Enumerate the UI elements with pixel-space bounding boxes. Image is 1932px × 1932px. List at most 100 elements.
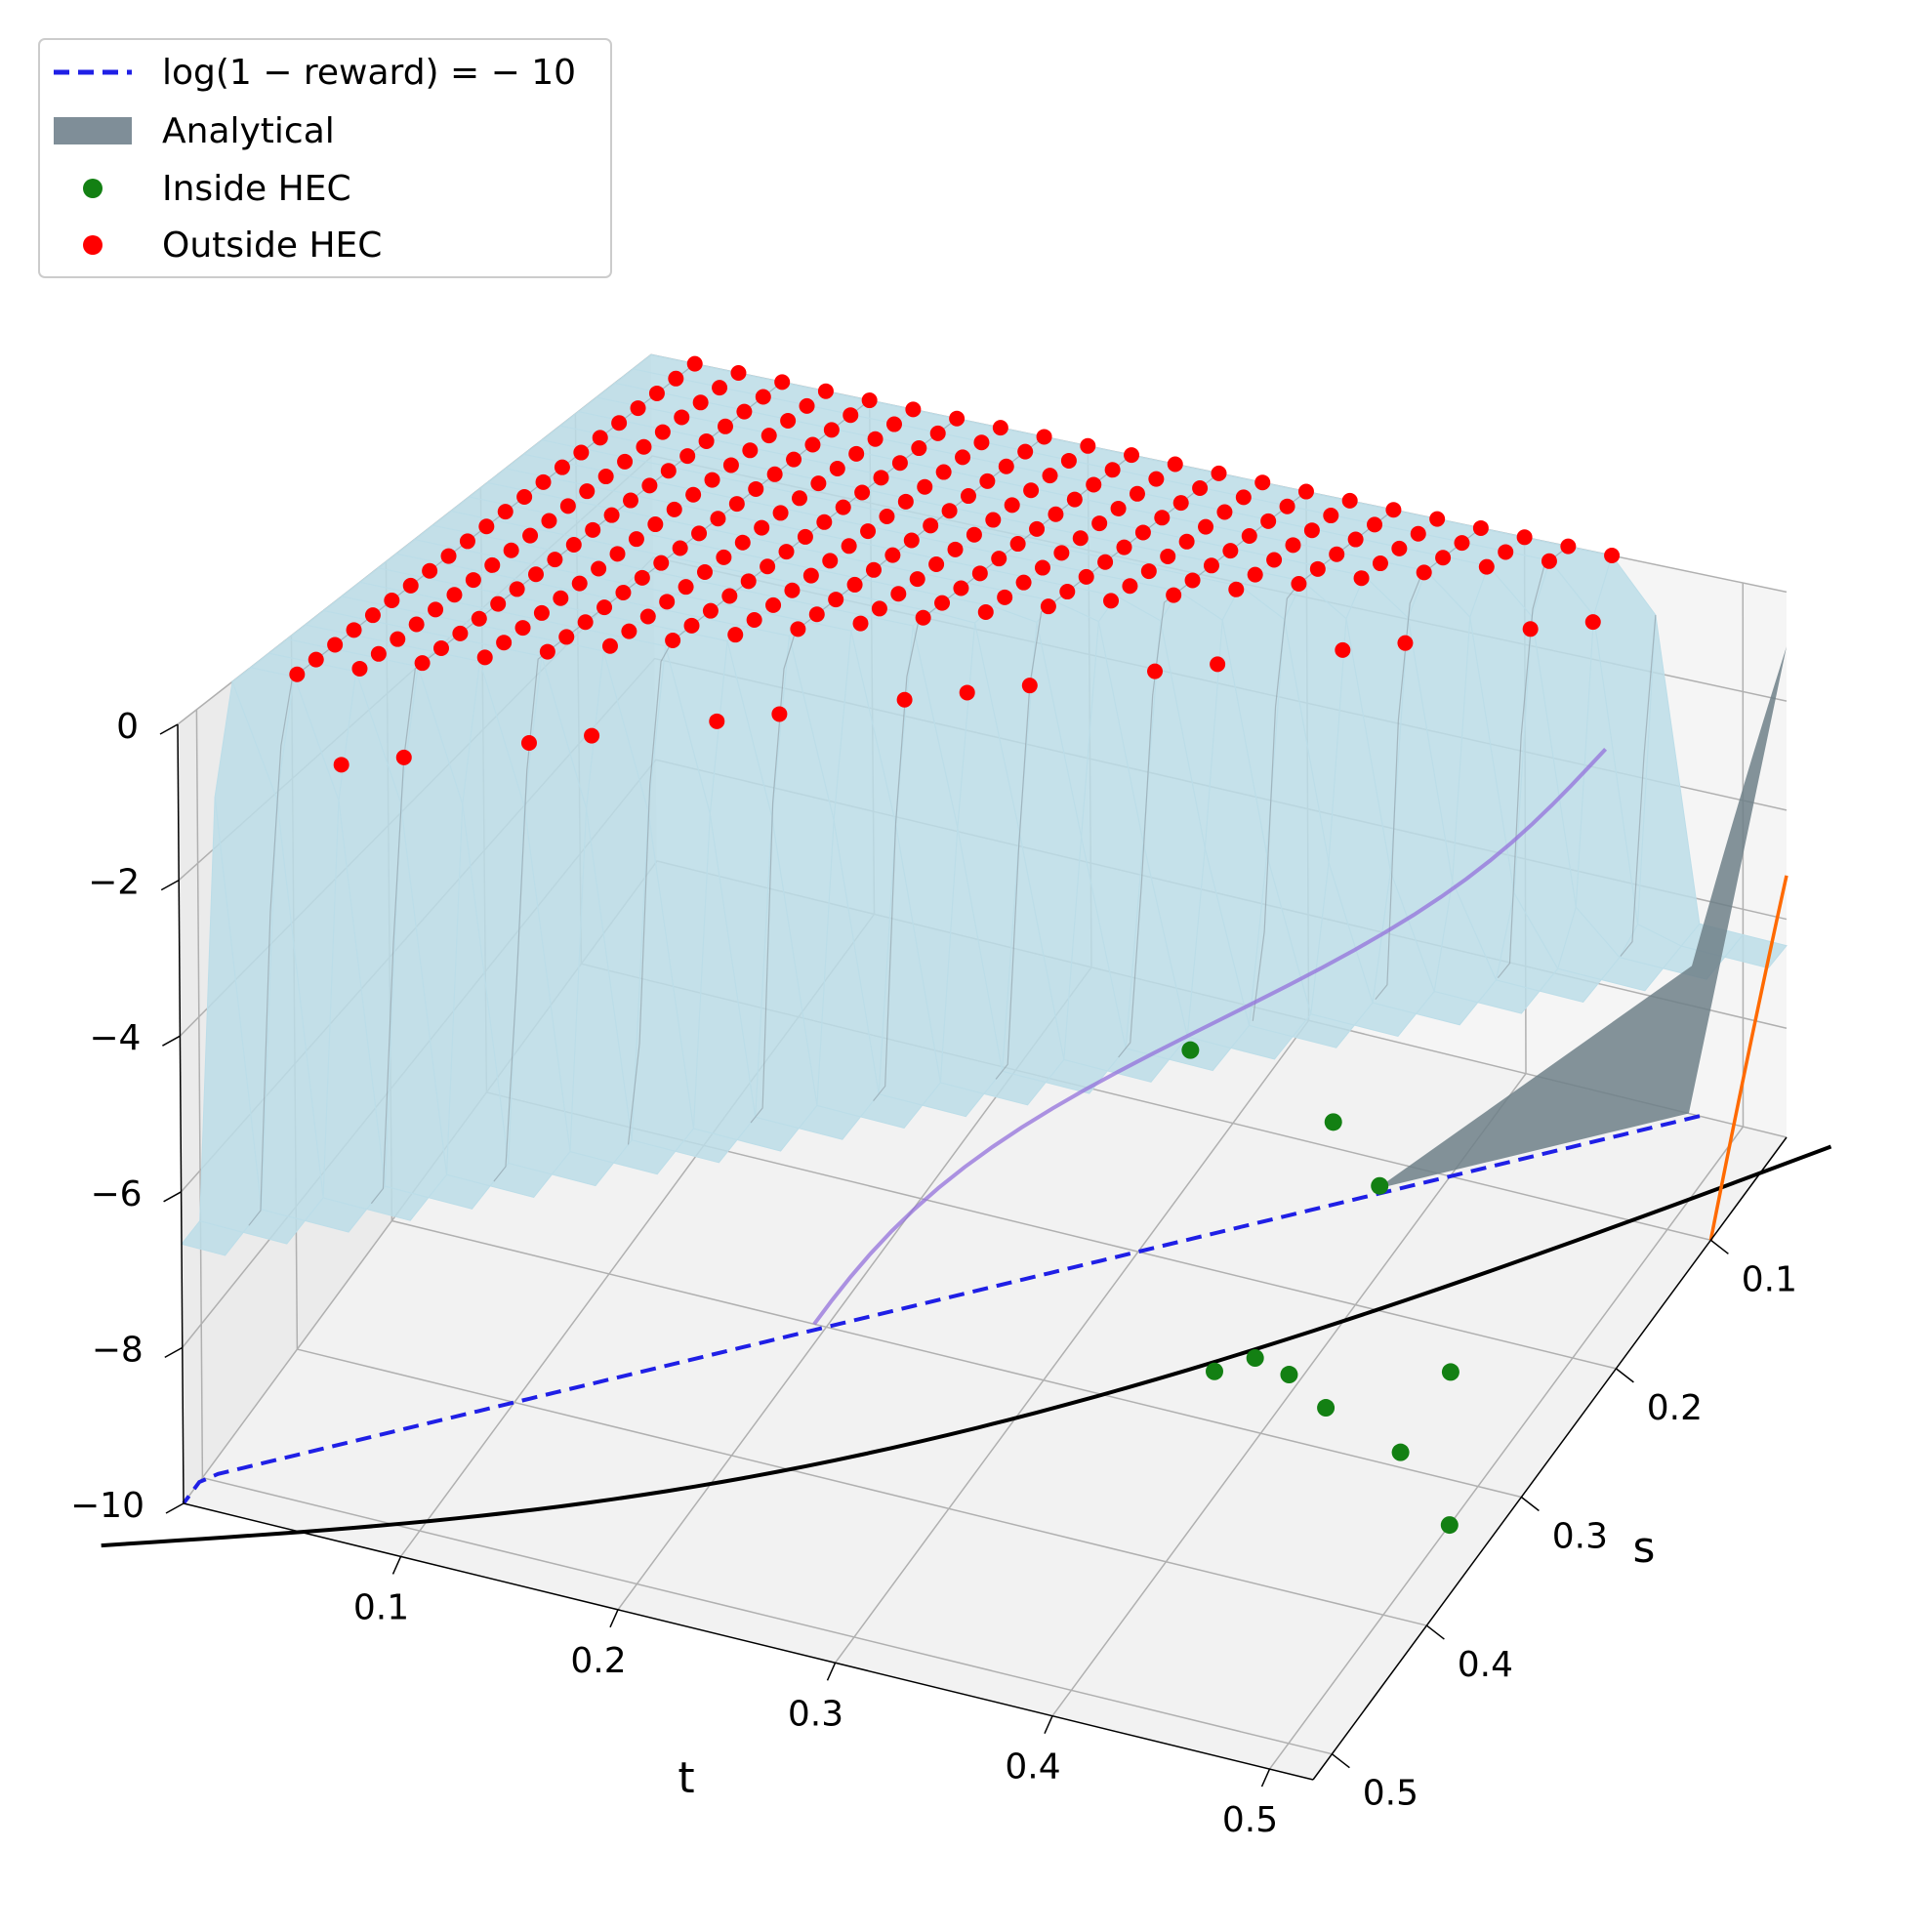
legend-label-analytical: Analytical (162, 111, 335, 151)
outside-hec-point (1391, 540, 1408, 556)
outside-hec-point (778, 544, 795, 560)
outside-hec-point (539, 643, 555, 660)
outside-hec-point (710, 511, 726, 527)
outside-hec-point (960, 488, 976, 505)
outside-hec-point (497, 504, 514, 520)
outside-hec-point (370, 645, 387, 662)
outside-hec-point (647, 516, 664, 533)
outside-hec-point (1367, 516, 1383, 533)
outside-hec-point (991, 551, 1007, 567)
outside-hec-point (808, 606, 825, 623)
outside-hec-point (597, 469, 614, 485)
outside-hec-point (1104, 462, 1121, 478)
outside-hec-point (1034, 559, 1050, 576)
surface-facet (1600, 957, 1665, 992)
s-tick-label: 0.4 (1458, 1645, 1513, 1685)
boundary-curves (101, 748, 1832, 1548)
outside-hec-point (1147, 663, 1164, 679)
inside-hec-point (1246, 1349, 1264, 1368)
outside-hec-point (641, 477, 658, 494)
analytical-surface (1377, 646, 1787, 1189)
surface-facet (1476, 979, 1541, 1014)
outside-hec-point (603, 507, 620, 523)
outside-hec-point (1584, 614, 1601, 631)
t-tick-label: 0.5 (1222, 1800, 1278, 1840)
outside-hec-point (1134, 524, 1151, 541)
outside-hec-point (1122, 578, 1138, 595)
legend-box (38, 38, 612, 278)
outside-hec-point (660, 463, 677, 479)
x-axis-title: t (678, 1753, 694, 1803)
outside-hec-point (514, 620, 531, 637)
outside-hec-point (929, 425, 946, 441)
outside-hec-point (527, 566, 544, 583)
outside-hec-point (746, 612, 762, 629)
s-tick (1615, 1368, 1634, 1383)
outside-hec-point (685, 486, 702, 503)
outside-hec-point (1297, 483, 1314, 500)
s-tick-label: 0.1 (1742, 1259, 1797, 1299)
outside-hec-point (1260, 513, 1277, 529)
purple-curve (812, 748, 1608, 1326)
outside-hec-point (1036, 429, 1052, 445)
outside-hec-point (917, 478, 933, 495)
t-axis-line (183, 1502, 1314, 1781)
outside-hec-point (1091, 515, 1108, 532)
outside-hec-point (1116, 539, 1132, 555)
outside-hec-point (668, 370, 684, 387)
outside-hec-point (760, 558, 776, 575)
outside-hec-point (384, 593, 400, 609)
outside-hec-point (622, 492, 638, 509)
outside-hec-point (1397, 635, 1414, 651)
outside-hec-point (998, 458, 1014, 474)
outside-hec-point (799, 397, 815, 414)
outside-hec-point (520, 734, 537, 751)
z-tick-label: −10 (70, 1486, 144, 1526)
outside-hec-point (440, 548, 457, 564)
inside-hec-point (1317, 1399, 1336, 1418)
s-tick (1709, 1239, 1729, 1254)
outside-hec-point (553, 590, 569, 606)
outside-hec-point (579, 483, 596, 500)
outside-hec-point (1285, 537, 1301, 554)
analytical-facet (1377, 646, 1787, 1189)
outside-hec-point (897, 493, 914, 510)
outside-hec-point (327, 637, 344, 653)
surface-facet (181, 1220, 245, 1256)
outside-hec-point (1015, 574, 1032, 591)
outside-hec-point (1329, 546, 1345, 562)
surface-facet (612, 1139, 677, 1175)
outside-hec-point (1148, 471, 1165, 487)
outside-hec-point (890, 586, 907, 602)
outside-hec-point (1429, 511, 1446, 527)
z-tick-label: 0 (116, 707, 139, 747)
z-tick (163, 1191, 182, 1203)
outside-hec-point (571, 575, 588, 592)
outside-hec-point (1341, 492, 1358, 509)
outside-hec-point (665, 632, 681, 648)
outside-hec-point (702, 602, 719, 619)
outside-hec-point (709, 713, 725, 729)
outside-hec-point (774, 374, 791, 391)
outside-hec-point (823, 422, 840, 438)
outside-hec-point (351, 660, 368, 677)
legend-label-contour: log(1 − reward) = − 10 (162, 53, 576, 93)
outside-hec-point (1372, 555, 1388, 572)
z-tick (164, 1346, 184, 1359)
outside-hec-point (686, 355, 703, 372)
outside-hec-point (1435, 550, 1452, 566)
outside-hec-point (696, 564, 713, 581)
z-tick (160, 879, 180, 891)
outside-hec-point (698, 432, 715, 449)
outside-hec-point (1097, 554, 1114, 570)
outside-hec-point (971, 565, 988, 582)
outside-hec-point (554, 459, 570, 475)
inside-hec-point (1324, 1113, 1342, 1131)
outside-hec-point (533, 604, 550, 621)
outside-hec-point (865, 561, 882, 578)
outside-hec-point (630, 400, 646, 417)
outside-hec-point (934, 595, 951, 611)
outside-hec-point (949, 410, 966, 427)
outside-hec-point (754, 519, 770, 536)
outside-hec-point (1166, 587, 1182, 603)
